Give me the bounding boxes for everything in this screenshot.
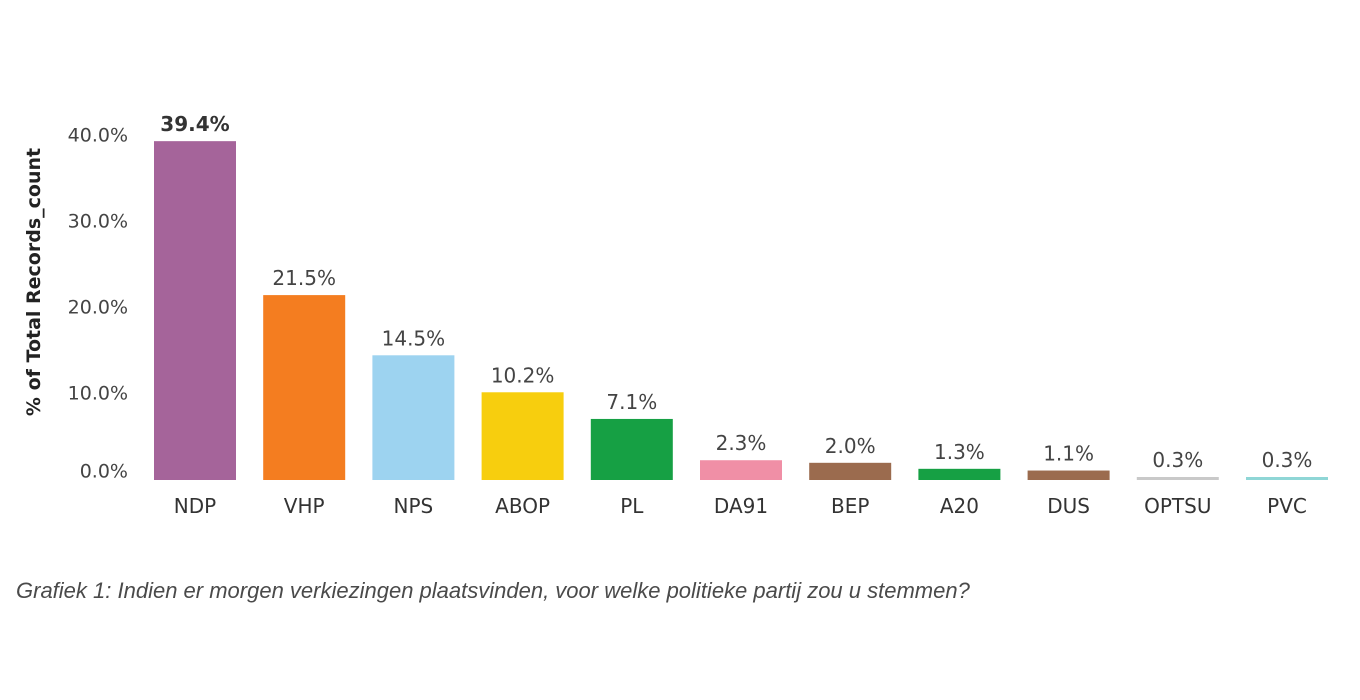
data-label-a20: 1.3% bbox=[934, 440, 985, 464]
y-tick-label: 20.0% bbox=[68, 297, 128, 319]
data-label-ndp: 39.4% bbox=[160, 112, 229, 136]
data-label-nps: 14.5% bbox=[382, 326, 446, 350]
data-label-da91: 2.3% bbox=[716, 431, 767, 455]
category-label-vhp: VHP bbox=[284, 494, 325, 518]
category-label-bep: BEP bbox=[831, 494, 869, 518]
category-labels: NDP VHP NPS ABOP PL DA91 BEP A20 DUS OPTSU PVC bbox=[174, 494, 1307, 518]
category-label-nps: NPS bbox=[394, 494, 434, 518]
bar-dus bbox=[1027, 470, 1110, 480]
bar-a20 bbox=[918, 468, 1001, 480]
category-label-pl: PL bbox=[620, 494, 644, 518]
y-tick-label: 10.0% bbox=[68, 383, 128, 405]
bar-da91 bbox=[700, 460, 782, 480]
bar-pl bbox=[590, 418, 673, 480]
bar-nps bbox=[372, 355, 455, 480]
data-labels: 39.4% 21.5% 14.5% 10.2% 7.1% 2.3% 2.0% 1.3% 1.1%… bbox=[160, 112, 1312, 472]
bars bbox=[154, 141, 1328, 480]
y-axis-title: % of Total Records_count bbox=[23, 148, 45, 416]
bar-optsu bbox=[1136, 477, 1219, 480]
data-label-bep: 2.0% bbox=[825, 434, 876, 458]
bar-bep bbox=[809, 462, 892, 480]
bar-ndp bbox=[154, 141, 236, 480]
category-label-abop: ABOP bbox=[495, 494, 550, 518]
y-tick-label: 40.0% bbox=[68, 125, 128, 147]
bar-pvc bbox=[1246, 477, 1328, 480]
y-tick-label: 0.0% bbox=[80, 461, 128, 483]
category-label-dus: DUS bbox=[1047, 494, 1090, 518]
figure-caption: Grafiek 1: Indien er morgen verkiezingen… bbox=[16, 578, 970, 603]
category-label-optsu: OPTSU bbox=[1144, 494, 1211, 518]
data-label-abop: 10.2% bbox=[491, 363, 555, 387]
bar-vhp bbox=[263, 295, 346, 480]
bar-chart: % of Total Records_count 0.0% 10.0% 20.0% 3… bbox=[23, 112, 1328, 518]
data-label-pvc: 0.3% bbox=[1262, 448, 1313, 472]
category-label-a20: A20 bbox=[940, 494, 979, 518]
category-label-da91: DA91 bbox=[714, 494, 768, 518]
category-label-ndp: NDP bbox=[174, 494, 216, 518]
y-axis-ticks: 0.0% 10.0% 20.0% 30.0% 40.0% bbox=[68, 125, 128, 483]
data-label-optsu: 0.3% bbox=[1152, 448, 1203, 472]
bar-abop bbox=[481, 392, 564, 480]
data-label-dus: 1.1% bbox=[1043, 442, 1094, 466]
data-label-pl: 7.1% bbox=[606, 390, 657, 414]
category-label-pvc: PVC bbox=[1267, 494, 1307, 518]
data-label-vhp: 21.5% bbox=[272, 266, 336, 290]
y-tick-label: 30.0% bbox=[68, 211, 128, 233]
